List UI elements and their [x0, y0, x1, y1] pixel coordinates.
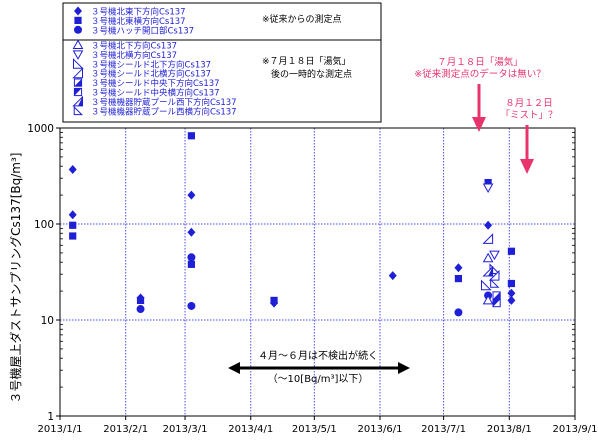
legend-marker [73, 105, 84, 116]
data-point [490, 278, 500, 288]
legend-marker [74, 6, 82, 16]
data-point [68, 210, 77, 220]
legend-note-temporary: 後の一時的な測定点 [262, 68, 352, 80]
data-point [507, 247, 516, 255]
legend-label: ３号機シールド北横方向Cs137 [91, 69, 211, 80]
x-tick-label: 2013/3/1 [163, 424, 208, 435]
legend-label: ３号機ハッチ開口部Cs137 [91, 25, 194, 36]
annotation-mist-arrowhead [520, 159, 534, 174]
x-tick-label: 2013/1/1 [38, 424, 83, 435]
y-tick-label: 1000 [27, 123, 54, 135]
points-layer [68, 132, 516, 317]
annotations: ７月１８日「湯気」※従来測定点のデータは無い？ ８月１２日「ミスト」？ ４月～６月は… [228, 56, 558, 385]
data-point [507, 288, 516, 298]
x-tick-label: 2013/4/1 [228, 424, 273, 435]
annotation-undetected-arrowhead-right [398, 362, 410, 374]
data-point [482, 183, 494, 194]
data-point [454, 308, 463, 317]
data-point [492, 291, 501, 300]
x-tick-label: 2013/5/1 [292, 424, 337, 435]
data-point [488, 269, 500, 281]
data-point [187, 253, 196, 262]
axis-layer: 2013/1/1 2013/2/1 2013/3/1 2013/4/1 2013/5/1… [8, 123, 597, 435]
annotation-steam-note: ※従来測定点のデータは無い？ [414, 68, 545, 80]
legend-marker [73, 58, 84, 69]
data-point [187, 301, 196, 310]
legend-label: ３号機シールド中央横方向Cs137 [91, 88, 220, 99]
annotation-undetected-title: ４月～６月は不検出が続く [258, 349, 378, 362]
data-point [480, 279, 492, 291]
data-point [187, 227, 196, 237]
data-point [187, 132, 195, 140]
data-point [69, 221, 77, 229]
data-point [507, 279, 516, 288]
annotation-steam-title: ７月１８日「湯気」 [437, 56, 523, 68]
data-point [270, 296, 278, 305]
x-tick-label: 2013/9/1 [553, 424, 598, 435]
data-point [482, 294, 494, 305]
legend-marker [73, 87, 83, 97]
legend-marker [72, 39, 84, 49]
legend-label: ３号機シールド中央下方向Cs137 [91, 78, 220, 89]
data-point [484, 178, 492, 187]
legend-box [62, 2, 382, 123]
legend-marker [74, 16, 82, 24]
annotation-mist-note: 「ミスト」？ [500, 110, 557, 121]
data-point [484, 220, 493, 230]
data-point [187, 190, 196, 200]
data-point [187, 260, 195, 268]
plot-frame [59, 127, 576, 417]
legend-note-temporary: ※７月１８日「湯気」 [262, 55, 351, 67]
legend-marker [72, 95, 83, 107]
legend-label: ３号機シールド北下方向Cs137 [91, 59, 211, 70]
legend-label: ３号機北下方向Cs137 [91, 41, 177, 52]
annotation-steam-arrowhead [472, 117, 486, 132]
legend-note-existing: ※従来からの測定点 [262, 13, 342, 25]
legend-marker [72, 50, 84, 60]
y-axis-label: ３号機屋上ダストサンプリングCs137[Bq/m³] [8, 153, 23, 404]
legend-label: ３号機北東下方向Cs137 [91, 7, 186, 18]
x-tick-label: 2013/8/1 [487, 424, 532, 435]
data-point [492, 298, 501, 308]
data-point [69, 232, 77, 240]
data-point [136, 305, 145, 314]
legend-marker [73, 78, 83, 87]
x-tick-label: 2013/2/1 [103, 424, 148, 435]
y-tick-label: 10 [41, 315, 54, 327]
annotation-undetected-note: （～10[Bq/m³]以下） [268, 373, 369, 385]
data-point [482, 233, 494, 244]
x-tick-label: 2013/6/1 [358, 424, 403, 435]
data-point [136, 296, 145, 305]
annotation-mist-title: ８月１２日 [505, 98, 553, 109]
legend-label: ３号機機器貯蔵プール西横方向Cs137 [91, 106, 237, 117]
legend-label: ３号機北東横方向Cs137 [91, 16, 186, 27]
data-point [507, 295, 516, 305]
data-point [454, 263, 463, 273]
data-point [489, 250, 500, 261]
annotation-undetected-arrowhead-left [228, 362, 240, 374]
data-point [454, 274, 463, 283]
legend: ３号機北東下方向Cs137３号機北東横方向Cs137３号機ハッチ開口部Cs137… [62, 2, 382, 123]
y-tick-label: 100 [34, 219, 54, 231]
legend-marker [74, 25, 82, 34]
data-point [388, 271, 397, 281]
data-point [482, 252, 494, 263]
y-tick-label: 1 [47, 411, 54, 423]
data-point [482, 265, 494, 277]
legend-marker [72, 67, 83, 79]
legend-label: ３号機機器貯蔵プール西下方向Cs137 [91, 97, 237, 108]
x-tick-label: 2013/7/1 [421, 424, 466, 435]
legend-label: ３号機北横方向Cs137 [91, 50, 177, 61]
data-point [68, 164, 77, 174]
